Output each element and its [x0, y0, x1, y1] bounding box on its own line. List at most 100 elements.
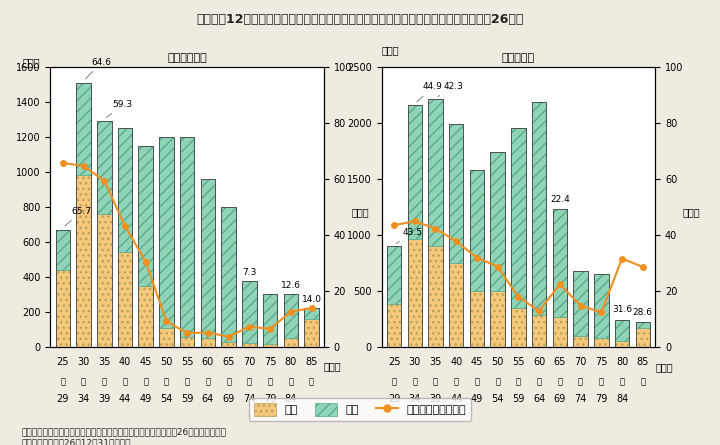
- Bar: [284, 294, 298, 338]
- Text: 〜: 〜: [247, 377, 252, 386]
- Text: 43.5: 43.5: [396, 228, 423, 243]
- Text: 〜: 〜: [102, 377, 107, 386]
- Text: 〜: 〜: [557, 377, 562, 386]
- Bar: [180, 137, 194, 347]
- Text: 〜: 〜: [578, 377, 583, 386]
- Bar: [594, 338, 608, 347]
- Bar: [449, 263, 464, 347]
- Text: 〜: 〜: [599, 377, 604, 386]
- Text: （人）: （人）: [22, 57, 40, 67]
- Bar: [387, 246, 401, 347]
- Bar: [159, 137, 174, 347]
- Text: 29: 29: [388, 394, 400, 404]
- Bar: [76, 175, 91, 347]
- Text: 〜: 〜: [309, 377, 314, 386]
- Text: 39: 39: [429, 394, 441, 404]
- Text: 〜: 〜: [205, 377, 210, 386]
- Bar: [201, 338, 215, 347]
- Text: 〜: 〜: [288, 377, 293, 386]
- Text: 59.3: 59.3: [107, 100, 132, 117]
- Text: 64.6: 64.6: [86, 58, 112, 79]
- Title: ＜産婦人科＞: ＜産婦人科＞: [167, 53, 207, 63]
- Text: 〜: 〜: [226, 377, 231, 386]
- Bar: [532, 101, 546, 315]
- Text: 64: 64: [202, 394, 214, 405]
- Text: 84: 84: [284, 394, 297, 405]
- Bar: [387, 246, 401, 304]
- Bar: [159, 328, 174, 347]
- Bar: [97, 121, 112, 214]
- Text: 22.4: 22.4: [550, 194, 570, 203]
- Text: 59: 59: [512, 394, 525, 404]
- Bar: [615, 341, 629, 347]
- Bar: [263, 294, 277, 347]
- Bar: [201, 179, 215, 347]
- Bar: [284, 294, 298, 347]
- Text: 79: 79: [264, 394, 276, 405]
- Bar: [553, 209, 567, 317]
- Bar: [138, 146, 153, 347]
- Bar: [242, 280, 256, 347]
- Bar: [573, 271, 588, 336]
- Bar: [469, 170, 485, 291]
- Text: 44: 44: [450, 394, 462, 404]
- Legend: 女性, 男性, 女性割合（右目盛）: 女性, 男性, 女性割合（右目盛）: [249, 398, 471, 421]
- Bar: [76, 82, 91, 347]
- Text: 65.7: 65.7: [65, 206, 91, 226]
- Text: 34: 34: [409, 394, 421, 404]
- Bar: [118, 128, 132, 347]
- Text: 〜: 〜: [433, 377, 438, 386]
- Text: 14.0: 14.0: [302, 295, 322, 304]
- Text: 〜: 〜: [143, 377, 148, 386]
- Bar: [180, 336, 194, 347]
- Text: 7.3: 7.3: [242, 268, 256, 277]
- Bar: [387, 304, 401, 347]
- Bar: [138, 286, 153, 347]
- Bar: [594, 274, 608, 338]
- Bar: [428, 99, 443, 347]
- Bar: [242, 343, 256, 347]
- Bar: [76, 82, 91, 175]
- Text: 49: 49: [140, 394, 152, 405]
- Bar: [553, 209, 567, 347]
- Bar: [222, 207, 236, 347]
- Text: 69: 69: [554, 394, 566, 404]
- Bar: [118, 252, 132, 347]
- Title: ＜小児科＞: ＜小児科＞: [502, 53, 535, 63]
- Text: （人）: （人）: [382, 45, 399, 56]
- Bar: [159, 137, 174, 328]
- Bar: [615, 320, 629, 347]
- Bar: [511, 129, 526, 308]
- Bar: [305, 307, 319, 347]
- Text: ２．平成26年12月31日現在。: ２．平成26年12月31日現在。: [22, 438, 131, 445]
- Text: 49: 49: [471, 394, 483, 404]
- Text: 59: 59: [181, 394, 194, 405]
- Text: （歳）: （歳）: [655, 362, 672, 372]
- Text: 29: 29: [57, 394, 69, 405]
- Text: （歳）: （歳）: [324, 361, 341, 371]
- Bar: [636, 323, 650, 347]
- Bar: [242, 280, 256, 343]
- Bar: [532, 315, 546, 347]
- Bar: [636, 328, 650, 347]
- Bar: [490, 152, 505, 291]
- Bar: [449, 124, 464, 263]
- Text: 54: 54: [161, 394, 173, 405]
- Text: 44: 44: [119, 394, 131, 405]
- Text: 69: 69: [222, 394, 235, 405]
- Bar: [55, 270, 70, 347]
- Text: 54: 54: [492, 394, 504, 404]
- Text: 79: 79: [595, 394, 608, 404]
- Text: Ｉ－１－12図　年齢階級別産婦人科及び小児科の医療施設従事医師数（男女別，平成26年）: Ｉ－１－12図 年齢階級別産婦人科及び小児科の医療施設従事医師数（男女別，平成2…: [197, 13, 523, 26]
- Text: 〜: 〜: [474, 377, 480, 386]
- Text: 42.3: 42.3: [438, 82, 464, 97]
- Bar: [490, 152, 505, 347]
- Bar: [469, 170, 485, 347]
- Bar: [408, 105, 422, 239]
- Bar: [263, 344, 277, 347]
- Bar: [490, 291, 505, 347]
- Bar: [305, 307, 319, 319]
- Text: 〜: 〜: [185, 377, 189, 386]
- Bar: [180, 137, 194, 336]
- Bar: [97, 214, 112, 347]
